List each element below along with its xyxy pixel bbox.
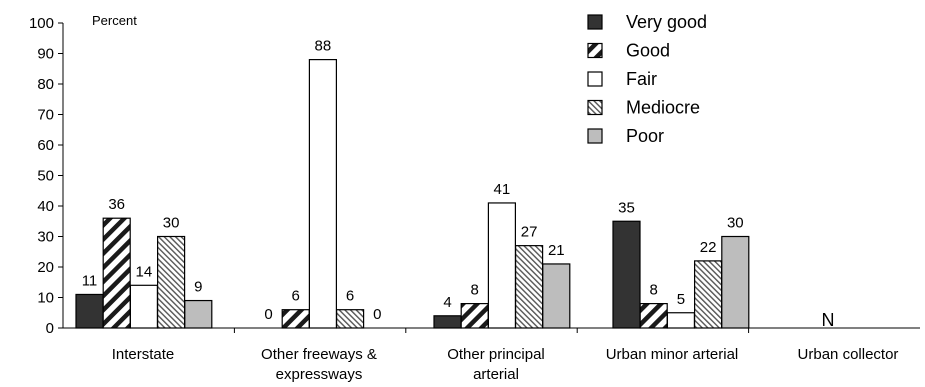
data-label: 6 <box>346 288 354 305</box>
x-category-label: Interstate <box>112 346 175 363</box>
bar-mediocre <box>514 245 544 329</box>
bar-fair <box>666 312 696 329</box>
bar-mediocre <box>157 235 186 329</box>
legend: Very good Good Fair Mediocre Poor <box>587 12 707 146</box>
data-label: 4 <box>443 294 451 311</box>
legend-label: Fair <box>626 69 657 89</box>
data-label: 9 <box>194 279 202 296</box>
data-labels: 11 36 14 30 9 0 6 88 6 0 4 8 41 27 21 35 8 5 22 30 N <box>82 38 835 330</box>
data-label: 8 <box>471 282 479 299</box>
y-tick-label: 40 <box>37 198 54 215</box>
data-label: 88 <box>315 38 332 55</box>
data-label: 0 <box>373 306 381 323</box>
data-label: 0 <box>264 306 272 323</box>
legend-swatch <box>587 71 603 87</box>
y-tick-label: 60 <box>37 137 54 154</box>
bar-very-good <box>433 315 462 329</box>
legend-label: Mediocre <box>626 98 700 118</box>
bar-good <box>460 303 489 329</box>
bar-poor <box>542 263 571 329</box>
y-tick-label: 80 <box>37 76 54 93</box>
legend-swatch <box>587 14 603 30</box>
data-label: 35 <box>618 199 635 216</box>
legend-label: Very good <box>626 12 707 32</box>
bar-fair <box>308 58 337 329</box>
legend-swatch <box>587 99 603 116</box>
legend-label: Poor <box>626 126 664 146</box>
data-label: 22 <box>700 239 717 256</box>
bar-fair <box>129 284 158 329</box>
y-tick-label: 70 <box>37 107 54 124</box>
y-tick-label: 50 <box>37 168 54 185</box>
y-tick-label: 100 <box>29 15 54 32</box>
legend-label: Good <box>626 41 670 61</box>
bar-mediocre <box>336 309 365 329</box>
x-category-label: arterial <box>473 366 519 383</box>
bar-poor <box>721 235 750 329</box>
x-category-label: Urban minor arterial <box>606 346 739 363</box>
legend-swatch <box>587 128 603 144</box>
data-label: 8 <box>650 282 658 299</box>
bar-good <box>281 309 310 329</box>
y-tick-label: 0 <box>46 320 54 337</box>
data-label: 11 <box>82 272 98 289</box>
y-axis-unit-label: Percent <box>92 13 137 28</box>
not-applicable-label: N <box>822 310 835 330</box>
bar-fair <box>487 202 516 329</box>
y-tick-label: 30 <box>37 229 54 246</box>
data-label: 5 <box>677 291 685 308</box>
data-label: 30 <box>163 215 180 232</box>
y-tick-label: 90 <box>37 46 54 63</box>
bar-very-good <box>75 293 104 329</box>
data-label: 27 <box>521 224 538 241</box>
x-category-label: Urban collector <box>798 346 899 363</box>
bars <box>75 58 750 329</box>
bar-mediocre <box>693 260 723 329</box>
x-category-label: Other freeways & <box>261 346 377 363</box>
y-tick-label: 10 <box>37 290 54 307</box>
bar-good <box>102 217 131 329</box>
data-label: 6 <box>292 288 300 305</box>
bar-very-good <box>612 220 641 329</box>
x-category-label: Other principal <box>447 346 545 363</box>
data-label: 36 <box>108 196 125 213</box>
data-label: 14 <box>136 263 153 280</box>
data-label: 41 <box>494 181 511 198</box>
data-label: 30 <box>727 215 744 232</box>
legend-swatch <box>587 42 603 59</box>
bar-good <box>639 303 668 329</box>
y-tick-label: 20 <box>37 259 54 276</box>
bar-poor <box>184 299 213 329</box>
data-label: 21 <box>548 242 565 259</box>
x-category-label: expressways <box>276 366 363 383</box>
